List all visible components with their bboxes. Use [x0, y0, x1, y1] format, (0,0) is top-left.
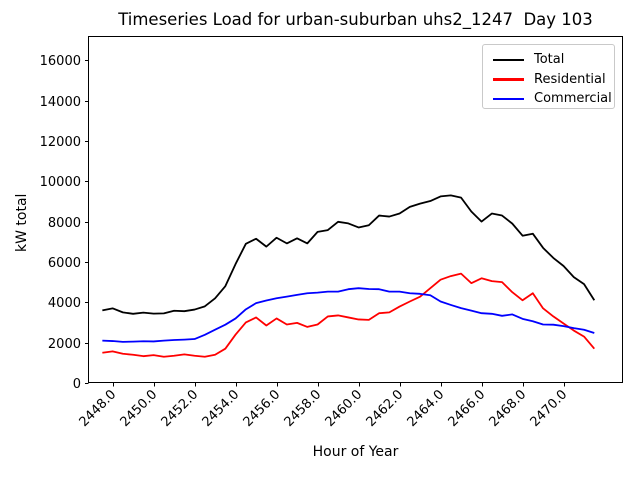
- x-tick-label: 2448.0: [77, 387, 120, 430]
- axes-frame: [88, 36, 623, 383]
- x-tick-label: 2470.0: [528, 387, 571, 430]
- total-line-swatch: [493, 58, 524, 61]
- x-tick-label: 2450.0: [118, 387, 161, 430]
- legend: Total Residential Commercial: [482, 44, 615, 109]
- x-tick-label: 2462.0: [364, 387, 407, 430]
- x-axis-ticks: 2448.02450.02452.02454.02456.02458.02460…: [77, 382, 571, 430]
- x-tick-label: 2466.0: [446, 387, 489, 430]
- series-line-commercial: [102, 287, 595, 343]
- chart-title: Timeseries Load for urban-suburban uhs2_…: [118, 10, 593, 29]
- x-tick-label: 2456.0: [241, 387, 284, 430]
- legend-item-residential: Residential: [493, 70, 614, 90]
- y-tick-label: 2000: [48, 337, 81, 352]
- legend-label-total: Total: [534, 52, 565, 68]
- legend-item-total: Total: [493, 50, 614, 70]
- legend-label-residential: Residential: [534, 71, 606, 87]
- series-line-total: [102, 194, 596, 315]
- y-tick-label: 16000: [40, 54, 81, 69]
- x-tick-label: 2454.0: [200, 387, 243, 430]
- legend-label-commercial: Commercial: [534, 91, 612, 107]
- y-tick-label: 4000: [48, 296, 81, 311]
- x-tick-label: 2464.0: [405, 387, 448, 430]
- x-tick-label: 2468.0: [487, 387, 530, 430]
- residential-line-swatch: [493, 78, 524, 81]
- y-tick-label: 6000: [48, 256, 81, 271]
- y-tick-label: 14000: [40, 95, 81, 110]
- series-line-residential: [102, 272, 595, 358]
- y-tick-label: 12000: [40, 135, 81, 150]
- y-tick-label: 10000: [40, 175, 81, 190]
- x-axis-label: Hour of Year: [312, 444, 399, 460]
- legend-item-commercial: Commercial: [493, 89, 614, 109]
- x-tick-label: 2460.0: [323, 387, 366, 430]
- x-tick-label: 2458.0: [282, 387, 325, 430]
- x-tick-label: 2452.0: [159, 387, 202, 430]
- y-axis-ticks: 0 2000 4000 6000 8000 10000 12000 14000 16000: [40, 54, 89, 392]
- series-lines: [102, 194, 596, 358]
- y-tick-label: 0: [73, 377, 81, 392]
- commercial-line-swatch: [493, 97, 524, 100]
- y-tick-label: 8000: [48, 216, 81, 231]
- y-axis-label: kW total: [14, 193, 30, 252]
